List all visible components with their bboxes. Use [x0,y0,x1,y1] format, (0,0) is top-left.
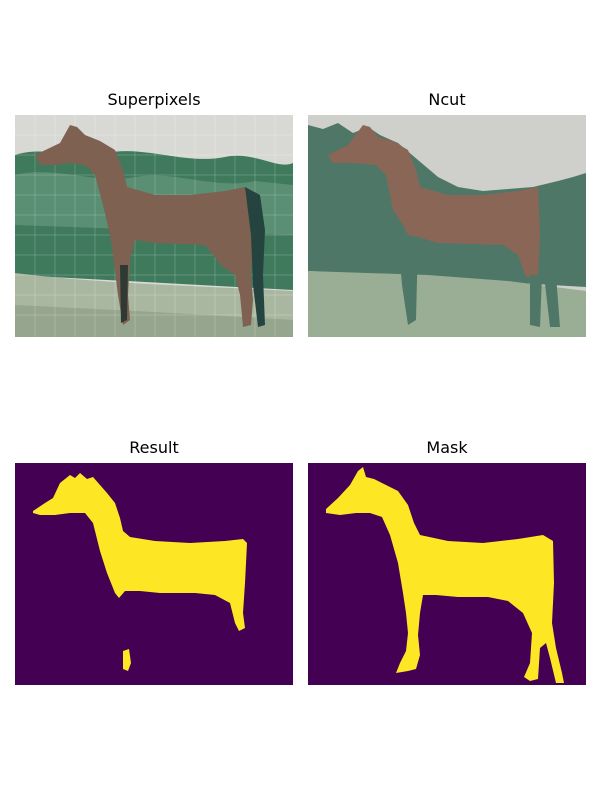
superpixels-title: Superpixels [107,90,201,109]
ncut-image [308,115,586,337]
superpixels-image [15,115,293,337]
ncut-title: Ncut [428,90,466,109]
result-title: Result [129,438,179,457]
mask-title: Mask [426,438,468,457]
result-mask-image [15,463,293,685]
ground-truth-mask-image [308,463,586,685]
